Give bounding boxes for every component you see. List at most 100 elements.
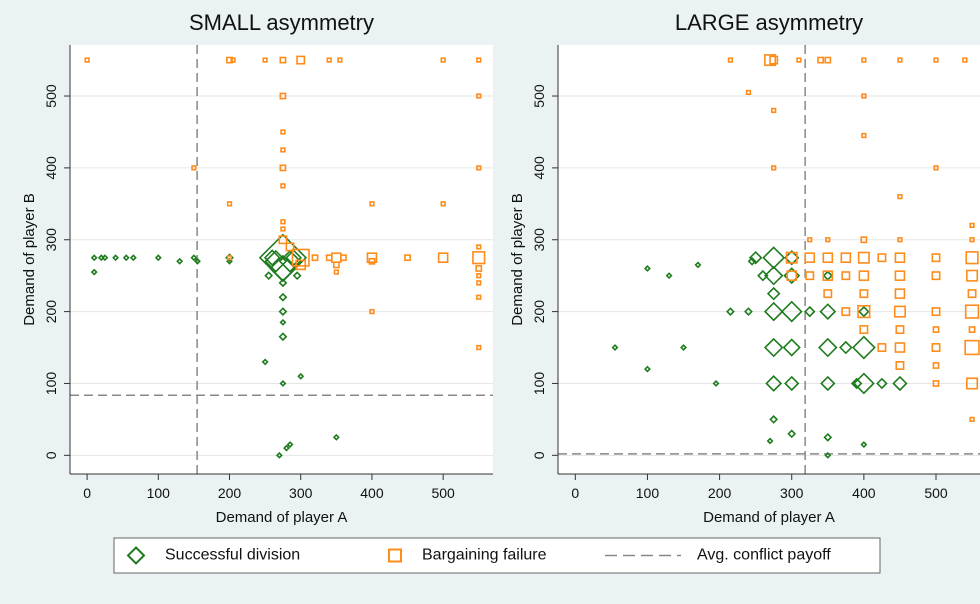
point-square	[968, 326, 976, 333]
chart-title: LARGE asymmetry	[675, 10, 863, 35]
point-square	[933, 165, 939, 171]
point-diamond	[665, 272, 673, 280]
y-tick-label: 500	[43, 84, 59, 108]
point-diamond	[154, 254, 162, 262]
point-diamond	[850, 377, 863, 390]
legend-label: Avg. conflict payoff	[697, 547, 831, 564]
x-tick-label: 400	[852, 485, 876, 501]
point-square	[311, 254, 319, 262]
marks	[70, 45, 493, 474]
point-square	[895, 325, 905, 335]
point-diamond	[852, 372, 875, 395]
point-square	[262, 57, 268, 63]
point-square	[964, 304, 980, 319]
point-diamond	[297, 372, 305, 380]
point-square	[859, 289, 869, 299]
point-square	[476, 244, 482, 250]
x-tick-label: 0	[571, 485, 579, 501]
point-square	[326, 57, 332, 63]
point-square	[817, 56, 824, 64]
point-square	[771, 107, 777, 114]
point-square	[840, 252, 852, 264]
point-diamond	[278, 332, 288, 342]
x-tick-label: 100	[147, 485, 171, 501]
point-square	[894, 288, 906, 299]
point-square	[278, 235, 288, 245]
marks	[558, 45, 980, 474]
point-diamond	[275, 451, 283, 459]
point-square	[965, 251, 979, 265]
point-square	[894, 342, 906, 353]
point-diamond	[769, 415, 779, 424]
y-tick-label: 0	[531, 451, 547, 459]
point-square	[285, 242, 295, 252]
x-tick-label: 500	[431, 485, 455, 501]
point-square	[893, 305, 906, 318]
point-square	[476, 294, 482, 300]
point-square	[932, 380, 940, 387]
point-diamond	[892, 375, 908, 392]
point-square	[340, 254, 347, 262]
point-diamond	[765, 375, 783, 392]
point-square	[861, 93, 867, 99]
y-tick-label: 400	[531, 156, 547, 180]
point-square	[931, 307, 941, 317]
point-diamond	[292, 271, 302, 281]
point-square	[877, 343, 887, 353]
point-diamond	[876, 377, 888, 390]
point-diamond	[766, 437, 774, 445]
point-square	[969, 237, 975, 243]
point-square	[857, 251, 870, 264]
x-tick-label: 200	[708, 485, 732, 501]
point-diamond	[680, 344, 687, 351]
point-square	[440, 201, 446, 207]
y-tick-label: 300	[43, 228, 59, 252]
point-diamond	[780, 300, 803, 323]
point-square	[769, 55, 779, 65]
point-square	[369, 308, 375, 315]
point-diamond	[278, 249, 302, 273]
point-diamond	[190, 254, 198, 262]
point-diamond	[279, 380, 287, 387]
x-tick-label: 100	[636, 485, 660, 501]
point-square	[931, 253, 941, 263]
point-square	[931, 343, 941, 353]
point-square	[897, 237, 903, 243]
point-diamond	[122, 254, 130, 262]
point-square	[280, 129, 286, 135]
point-square	[895, 361, 905, 370]
point-square	[280, 147, 286, 153]
point-diamond	[286, 441, 294, 448]
x-tick-label: 0	[83, 485, 91, 501]
point-diamond	[787, 429, 797, 439]
point-square	[295, 259, 307, 271]
point-square	[966, 377, 979, 390]
point-square	[437, 252, 449, 264]
legend-square	[388, 548, 402, 563]
point-square	[804, 252, 816, 264]
y-tick-label: 200	[43, 300, 59, 324]
point-square	[825, 237, 831, 243]
point-square	[824, 56, 832, 64]
point-square	[440, 57, 446, 63]
point-square	[933, 57, 939, 63]
point-square	[894, 270, 906, 281]
point-square	[859, 325, 869, 335]
point-square	[932, 326, 940, 333]
plot-area	[558, 45, 980, 474]
point-square	[894, 252, 906, 264]
point-square	[857, 304, 871, 319]
point-square	[786, 270, 798, 281]
point-square	[296, 55, 306, 65]
point-square	[337, 57, 343, 63]
point-diamond	[644, 365, 651, 373]
y-tick-label: 0	[43, 451, 59, 459]
point-square	[226, 201, 233, 207]
point-square	[771, 165, 777, 171]
point-square	[291, 248, 310, 267]
x-axis-label: Demand of player A	[703, 509, 835, 526]
point-diamond	[858, 305, 870, 318]
point-diamond	[763, 301, 784, 322]
